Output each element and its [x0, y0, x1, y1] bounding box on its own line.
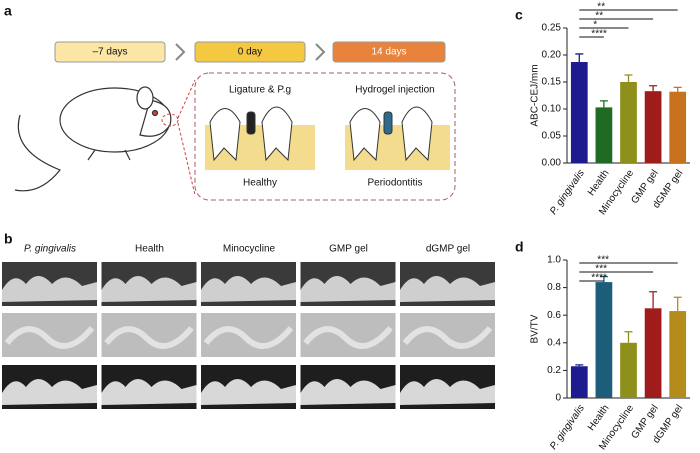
state-label: Healthy [243, 178, 277, 189]
significance-label: ** [597, 2, 605, 13]
error-bar [624, 74, 633, 82]
image-texture [400, 379, 495, 405]
chevron [315, 43, 326, 61]
image-texture [2, 276, 97, 302]
y-tick-label: 0.8 [547, 282, 561, 293]
column-header: Minocycline [223, 244, 276, 255]
significance-label: **** [591, 273, 607, 284]
y-tick-label: 0.20 [542, 50, 562, 61]
error-bar [649, 291, 658, 309]
x-tick-label: P. gingivalis [548, 168, 587, 217]
image-texture [2, 379, 97, 405]
error-bar [673, 296, 682, 312]
column-header: GMP gel [329, 244, 368, 255]
y-tick-label: 0.10 [542, 104, 562, 115]
significance-label: *** [597, 255, 609, 266]
significance-label: **** [591, 29, 607, 40]
timeline-label: –7 days [92, 47, 127, 58]
image-texture [402, 326, 493, 349]
error-bar [673, 86, 682, 92]
panel-letter: c [515, 7, 523, 23]
y-axis-label: ABC-CEJ/mm [530, 64, 541, 126]
error-bar [575, 53, 584, 63]
chevron [175, 43, 186, 61]
y-axis-label: BV/TV [530, 314, 541, 343]
bar [644, 91, 662, 163]
image-texture [201, 379, 296, 405]
x-tick-label: Health [586, 403, 612, 433]
teeth-drawing [205, 106, 450, 170]
y-tick-label: 0.25 [542, 23, 562, 34]
panel-letter: b [4, 231, 13, 247]
zoom-circle [161, 113, 179, 127]
timeline-box [54, 41, 166, 63]
column-header: P. gingivalis [24, 244, 76, 255]
error-bar [575, 364, 584, 367]
significance-label: ** [595, 11, 603, 22]
y-tick-label: 0.2 [547, 365, 561, 376]
image-texture [101, 379, 197, 405]
image-texture [300, 276, 396, 302]
bar [669, 311, 687, 398]
image-texture [300, 379, 396, 405]
image-texture [4, 326, 95, 349]
column-header: Health [135, 244, 164, 255]
image-texture [203, 326, 294, 349]
rat-drawing [14, 86, 172, 192]
column-header: dGMP gel [426, 244, 470, 255]
timeline-label: 0 day [238, 47, 262, 58]
bar [595, 282, 613, 398]
y-tick-label: 0.00 [542, 158, 562, 169]
timeline-box [194, 41, 306, 63]
panel-letter: d [515, 239, 524, 255]
image-texture [104, 326, 194, 349]
y-tick-label: 1.0 [547, 255, 561, 266]
bar [570, 366, 588, 398]
bar [644, 308, 662, 398]
timeline-box [332, 41, 446, 63]
bar [620, 342, 637, 398]
image-texture [303, 326, 393, 349]
y-tick-label: 0.6 [547, 310, 561, 321]
bar [570, 62, 588, 163]
image-texture [101, 276, 197, 302]
significance-label: *** [595, 264, 607, 275]
y-tick-label: 0.15 [542, 77, 562, 88]
timeline-label: 14 days [371, 47, 406, 58]
x-tick-label: Health [586, 168, 612, 198]
x-tick-label: P. gingivalis [548, 403, 587, 452]
error-bar [624, 331, 633, 343]
y-tick-label: 0.05 [542, 131, 562, 142]
y-tick-label: 0.4 [547, 337, 561, 348]
zoom-box [194, 72, 456, 201]
y-tick-label: 0 [555, 393, 561, 404]
image-texture [400, 276, 495, 302]
error-bar [599, 100, 608, 108]
error-bar [649, 85, 658, 92]
step-label: Ligature & P.g [229, 85, 291, 96]
significance-label: * [593, 20, 597, 31]
bar [620, 82, 637, 163]
state-label: Periodontitis [367, 178, 422, 189]
zoom-line [177, 79, 196, 196]
bar [595, 107, 613, 163]
bar [669, 91, 687, 163]
image-texture [201, 276, 296, 302]
panel-letter: a [4, 3, 12, 19]
step-label: Hydrogel injection [355, 85, 435, 96]
image-grid: P. gingivalis Health Minocycline GMP gel dGM… [2, 244, 495, 409]
